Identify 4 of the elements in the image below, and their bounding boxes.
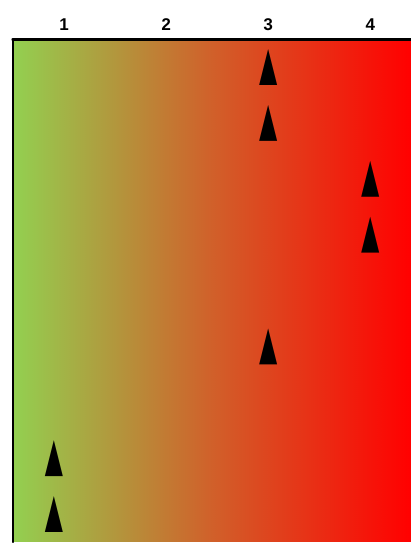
x-tick-label: 4 [365,15,376,34]
x-tick-label: 3 [263,15,273,34]
x-tick-label: 2 [161,15,171,34]
x-tick-label: 1 [59,15,69,34]
